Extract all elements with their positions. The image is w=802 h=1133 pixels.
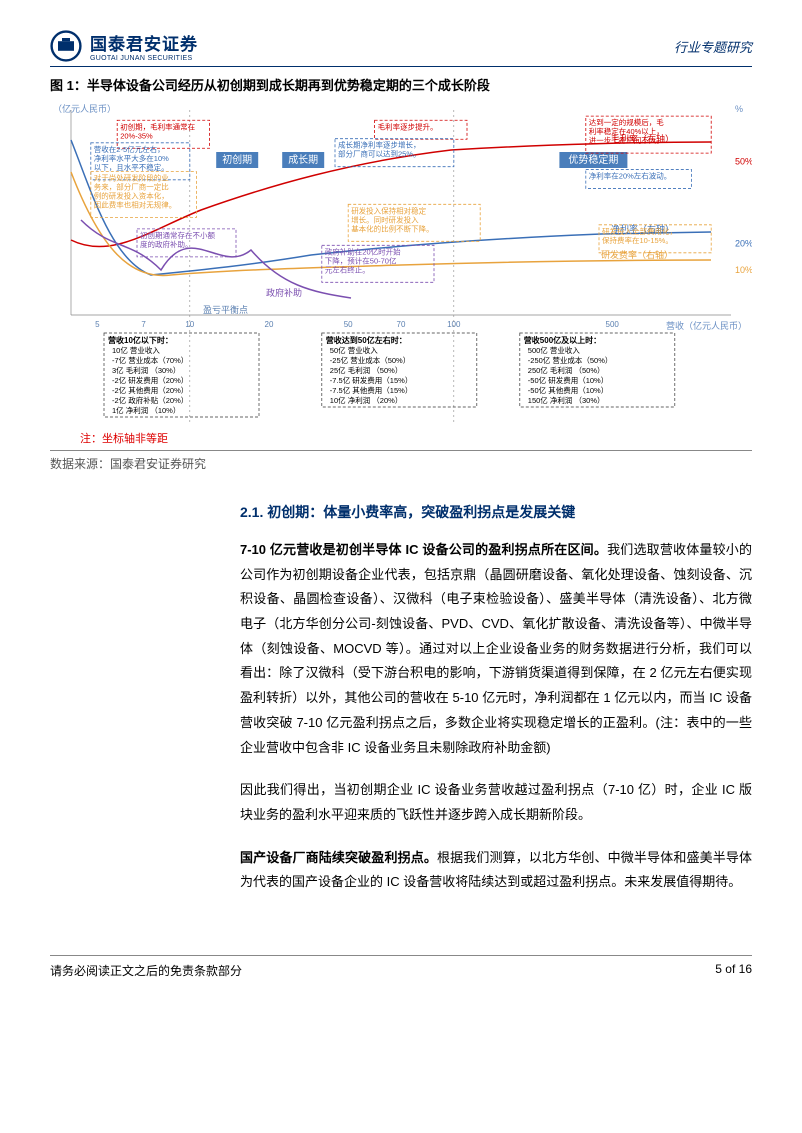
- svg-text:-2亿 研发费用（20%）: -2亿 研发费用（20%）: [112, 375, 188, 385]
- footer-disclaimer: 请务必阅读正文之后的免责条款部分: [50, 962, 242, 979]
- svg-text:研发投入保持相对稳定: 研发投入保持相对稳定: [351, 205, 426, 215]
- svg-text:优势稳定期: 优势稳定期: [568, 153, 618, 166]
- svg-text:500: 500: [606, 320, 620, 329]
- svg-text:250亿 毛利润 （50%）: 250亿 毛利润 （50%）: [528, 365, 605, 375]
- svg-text:盈亏平衡点: 盈亏平衡点: [203, 304, 248, 315]
- paragraph-1: 7-10 亿元营收是初创半导体 IC 设备公司的盈利拐点所在区间。我们选取营收体…: [240, 538, 752, 760]
- figure-title: 图 1：半导体设备公司经历从初创期到成长期再到优势稳定期的三个成长阶段: [50, 75, 752, 94]
- logo-icon: [50, 30, 82, 62]
- svg-text:3亿 毛利润 （30%）: 3亿 毛利润 （30%）: [112, 365, 180, 375]
- svg-text:1亿 净利润 （10%）: 1亿 净利润 （10%）: [112, 405, 180, 415]
- svg-text:对于尚处研发阶段的业: 对于尚处研发阶段的业: [94, 173, 169, 183]
- svg-text:20%-35%: 20%-35%: [120, 131, 153, 140]
- svg-text:7: 7: [141, 320, 146, 329]
- logo-text-cn: 国泰君安证券: [90, 30, 198, 55]
- svg-text:保持费率在10-15%。: 保持费率在10-15%。: [602, 235, 673, 245]
- svg-text:初创期: 初创期: [222, 153, 252, 166]
- svg-text:-2亿 其他费用（20%）: -2亿 其他费用（20%）: [112, 385, 188, 395]
- svg-text:（亿元人民币）: （亿元人民币）: [53, 103, 116, 114]
- section-title: 2.1. 初创期：体量小费率高，突破盈利拐点是发展关键: [240, 502, 752, 522]
- svg-text:-7亿 营业成本（70%）: -7亿 营业成本（70%）: [112, 355, 188, 365]
- svg-text:政府补助: 政府补助: [266, 287, 302, 298]
- svg-text:政府补助在20亿时开始: 政府补助在20亿时开始: [325, 246, 401, 256]
- svg-text:-2亿 政府补贴（20%）: -2亿 政府补贴（20%）: [112, 395, 188, 405]
- svg-text:-250亿 营业成本（50%）: -250亿 营业成本（50%）: [528, 355, 613, 365]
- svg-text:成长期净利率逐步增长，: 成长期净利率逐步增长，: [338, 140, 421, 150]
- svg-text:部分厂商可以达到25%。: 部分厂商可以达到25%。: [338, 149, 421, 159]
- svg-text:初创期，毛利率通常在: 初创期，毛利率通常在: [120, 121, 195, 131]
- svg-text:例的研发投入资本化，: 例的研发投入资本化，: [94, 191, 169, 201]
- axis-note: 注：坐标轴非等距: [80, 430, 752, 446]
- paragraph-3: 国产设备厂商陆续突破盈利拐点。根据我们测算，以北方华创、中微半导体和盛美半导体为…: [240, 846, 752, 895]
- svg-text:-7.5亿 研发费用（15%）: -7.5亿 研发费用（15%）: [330, 375, 413, 385]
- svg-text:元左右终止。: 元左右终止。: [325, 264, 370, 274]
- p3-lead: 国产设备厂商陆续突破盈利拐点。: [240, 850, 437, 865]
- svg-text:20: 20: [265, 320, 274, 329]
- svg-text:研发投入全部费用化，: 研发投入全部费用化，: [602, 226, 677, 236]
- svg-text:%: %: [735, 104, 743, 114]
- svg-text:10%: 10%: [735, 265, 752, 275]
- svg-text:-25亿 营业成本（50%）: -25亿 营业成本（50%）: [330, 355, 410, 365]
- header-category: 行业专题研究: [674, 37, 752, 56]
- svg-text:毛利率逐步提升。: 毛利率逐步提升。: [378, 121, 438, 131]
- svg-text:营收达到50亿左右时：: 营收达到50亿左右时：: [326, 335, 407, 345]
- svg-text:25亿 毛利润 （50%）: 25亿 毛利润 （50%）: [330, 365, 403, 375]
- svg-text:5: 5: [95, 320, 100, 329]
- logo-text-en: GUOTAI JUNAN SECURITIES: [90, 55, 198, 62]
- svg-text:初创期通常存在不小额: 初创期通常存在不小额: [140, 230, 215, 240]
- svg-text:净利率在20%左右波动。: 净利率在20%左右波动。: [589, 170, 672, 180]
- svg-text:达到一定的规模后，毛: 达到一定的规模后，毛: [589, 117, 664, 127]
- svg-text:500亿 营业收入: 500亿 营业收入: [528, 345, 581, 355]
- svg-text:研发费率（右轴）: 研发费率（右轴）: [601, 249, 673, 260]
- svg-text:以下，且水平不稳定。: 以下，且水平不稳定。: [94, 162, 169, 172]
- svg-text:进一步上升空间不大。: 进一步上升空间不大。: [589, 135, 664, 145]
- svg-text:50亿 营业收入: 50亿 营业收入: [330, 345, 378, 355]
- svg-text:-7.5亿 其他费用（15%）: -7.5亿 其他费用（15%）: [330, 385, 413, 395]
- svg-text:营收在2-5亿元左右，: 营收在2-5亿元左右，: [94, 144, 165, 154]
- svg-text:10亿 净利润 （20%）: 10亿 净利润 （20%）: [330, 395, 403, 405]
- p1-body: 我们选取营收体量较小的公司作为初创期设备企业代表，包括京鼎（晶圆研磨设备、氧化处…: [240, 542, 752, 755]
- p1-lead: 7-10 亿元营收是初创半导体 IC 设备公司的盈利拐点所在区间。: [240, 542, 607, 557]
- svg-text:营收500亿及以上时：: 营收500亿及以上时：: [524, 335, 601, 345]
- svg-text:10亿 营业收入: 10亿 营业收入: [112, 345, 160, 355]
- svg-text:净利率水平大多在10%: 净利率水平大多在10%: [94, 153, 169, 163]
- svg-text:150亿 净利润 （30%）: 150亿 净利润 （30%）: [528, 395, 605, 405]
- svg-text:50%: 50%: [735, 156, 752, 166]
- page-header: 国泰君安证券 GUOTAI JUNAN SECURITIES 行业专题研究: [50, 30, 752, 67]
- svg-text:成长期: 成长期: [288, 154, 318, 166]
- svg-text:50: 50: [344, 320, 353, 329]
- logo: 国泰君安证券 GUOTAI JUNAN SECURITIES: [50, 30, 198, 62]
- svg-text:-50亿 研发费用（10%）: -50亿 研发费用（10%）: [528, 375, 608, 385]
- svg-text:增长。同时研发投入: 增长。同时研发投入: [351, 214, 419, 224]
- figure-source: 数据来源：国泰君安证券研究: [50, 450, 752, 472]
- growth-phase-chart: （亿元人民币）%营收（亿元人民币）571020507010050050%20%1…: [50, 100, 752, 430]
- paragraph-2: 因此我们得出，当初创期企业 IC 设备业务营收越过盈利拐点（7-10 亿）时，企…: [240, 778, 752, 827]
- svg-text:利率稳定在40%以上，: 利率稳定在40%以上，: [589, 126, 664, 136]
- footer-page-number: 5 of 16: [715, 962, 752, 979]
- svg-text:20%: 20%: [735, 238, 752, 248]
- svg-text:基本化的比例不断下降。: 基本化的比例不断下降。: [351, 223, 434, 233]
- svg-text:因此费率也相对无规律。: 因此费率也相对无规律。: [94, 200, 177, 210]
- svg-text:营收（亿元人民币）: 营收（亿元人民币）: [666, 320, 747, 331]
- page-footer: 请务必阅读正文之后的免责条款部分 5 of 16: [50, 955, 752, 979]
- svg-text:务来，部分厂商一定比: 务来，部分厂商一定比: [94, 182, 169, 192]
- svg-text:下降，预计在50-70亿: 下降，预计在50-70亿: [325, 255, 397, 265]
- svg-text:70: 70: [397, 320, 406, 329]
- svg-text:营收10亿以下时：: 营收10亿以下时：: [108, 335, 173, 345]
- svg-text:-50亿 其他费用（10%）: -50亿 其他费用（10%）: [528, 385, 608, 395]
- svg-text:度的政府补助。: 度的政府补助。: [140, 239, 193, 249]
